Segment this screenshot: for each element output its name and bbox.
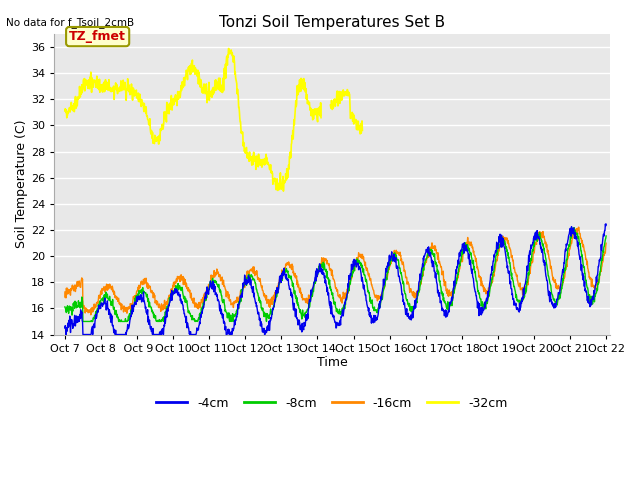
Title: Tonzi Soil Temperatures Set B: Tonzi Soil Temperatures Set B: [219, 15, 445, 30]
Text: TZ_fmet: TZ_fmet: [69, 30, 126, 43]
Y-axis label: Soil Temperature (C): Soil Temperature (C): [15, 120, 28, 249]
Text: No data for f_Tsoil_2cmB: No data for f_Tsoil_2cmB: [6, 17, 134, 28]
Legend: -4cm, -8cm, -16cm, -32cm: -4cm, -8cm, -16cm, -32cm: [151, 392, 513, 415]
X-axis label: Time: Time: [317, 356, 348, 369]
